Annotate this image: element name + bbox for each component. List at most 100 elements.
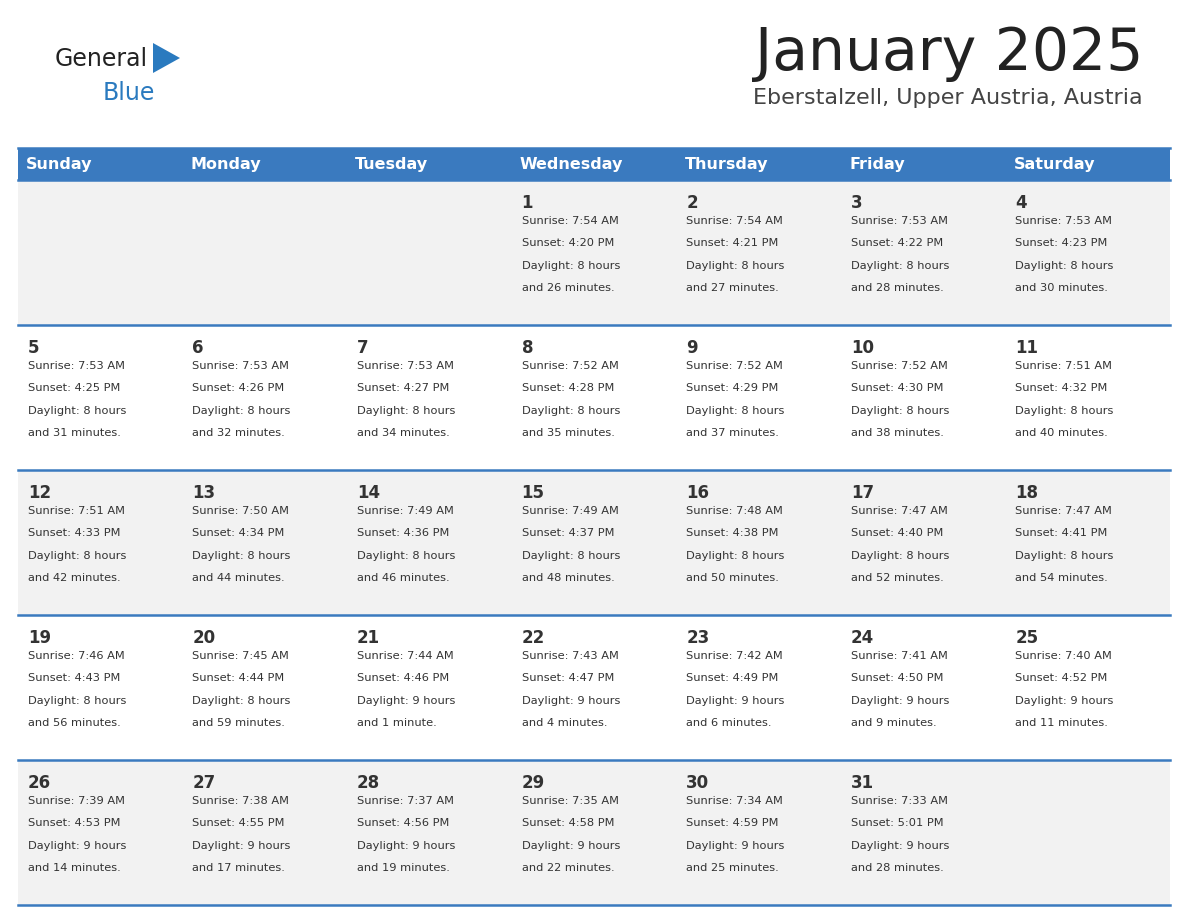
Bar	[18, 148, 183, 180]
Text: and 17 minutes.: and 17 minutes.	[192, 864, 285, 873]
Text: and 40 minutes.: and 40 minutes.	[1016, 429, 1108, 439]
Text: Sunrise: 7:46 AM: Sunrise: 7:46 AM	[27, 651, 125, 661]
Text: Daylight: 9 hours: Daylight: 9 hours	[851, 841, 949, 851]
Bar	[1005, 615, 1170, 760]
Text: and 6 minutes.: and 6 minutes.	[687, 719, 772, 728]
Text: Daylight: 9 hours: Daylight: 9 hours	[687, 696, 784, 706]
Text: Wednesday: Wednesday	[520, 158, 624, 173]
Text: Daylight: 8 hours: Daylight: 8 hours	[1016, 261, 1113, 271]
Text: and 38 minutes.: and 38 minutes.	[851, 429, 943, 439]
Text: Daylight: 8 hours: Daylight: 8 hours	[851, 551, 949, 561]
Bar	[841, 180, 1005, 325]
Text: and 59 minutes.: and 59 minutes.	[192, 719, 285, 728]
Bar	[512, 180, 676, 325]
Text: Daylight: 8 hours: Daylight: 8 hours	[358, 551, 455, 561]
Bar	[347, 615, 512, 760]
Text: 23: 23	[687, 629, 709, 647]
Text: Sunrise: 7:42 AM: Sunrise: 7:42 AM	[687, 651, 783, 661]
Text: Sunset: 4:53 PM: Sunset: 4:53 PM	[27, 819, 120, 828]
Text: 19: 19	[27, 629, 51, 647]
Text: Sunrise: 7:53 AM: Sunrise: 7:53 AM	[358, 361, 454, 371]
Text: Sunrise: 7:49 AM: Sunrise: 7:49 AM	[522, 506, 619, 516]
Text: Daylight: 8 hours: Daylight: 8 hours	[687, 551, 784, 561]
Bar	[347, 760, 512, 905]
Text: 24: 24	[851, 629, 874, 647]
Text: Sunset: 4:47 PM: Sunset: 4:47 PM	[522, 674, 614, 684]
Bar	[183, 760, 347, 905]
Bar	[841, 760, 1005, 905]
Text: Sunset: 4:25 PM: Sunset: 4:25 PM	[27, 384, 120, 394]
Text: Sunset: 4:21 PM: Sunset: 4:21 PM	[687, 239, 778, 249]
Text: Sunrise: 7:50 AM: Sunrise: 7:50 AM	[192, 506, 290, 516]
Text: Sunrise: 7:37 AM: Sunrise: 7:37 AM	[358, 796, 454, 806]
Text: Sunset: 4:28 PM: Sunset: 4:28 PM	[522, 384, 614, 394]
Text: Sunset: 4:52 PM: Sunset: 4:52 PM	[1016, 674, 1107, 684]
Text: and 31 minutes.: and 31 minutes.	[27, 429, 121, 439]
Text: Sunset: 4:30 PM: Sunset: 4:30 PM	[851, 384, 943, 394]
Text: Sunrise: 7:47 AM: Sunrise: 7:47 AM	[851, 506, 948, 516]
Text: and 27 minutes.: and 27 minutes.	[687, 284, 779, 294]
Text: and 32 minutes.: and 32 minutes.	[192, 429, 285, 439]
Text: Sunset: 4:26 PM: Sunset: 4:26 PM	[192, 384, 285, 394]
Text: 14: 14	[358, 484, 380, 502]
Text: Sunrise: 7:53 AM: Sunrise: 7:53 AM	[851, 216, 948, 226]
Text: Sunrise: 7:44 AM: Sunrise: 7:44 AM	[358, 651, 454, 661]
Text: Sunrise: 7:39 AM: Sunrise: 7:39 AM	[27, 796, 125, 806]
Text: Sunset: 4:32 PM: Sunset: 4:32 PM	[1016, 384, 1107, 394]
Bar	[1005, 148, 1170, 180]
Text: 2: 2	[687, 194, 697, 212]
Text: Daylight: 8 hours: Daylight: 8 hours	[27, 696, 126, 706]
Text: 22: 22	[522, 629, 545, 647]
Text: Daylight: 9 hours: Daylight: 9 hours	[687, 841, 784, 851]
Text: 18: 18	[1016, 484, 1038, 502]
Bar	[841, 615, 1005, 760]
Bar	[676, 470, 841, 615]
Bar	[841, 325, 1005, 470]
Bar	[18, 760, 183, 905]
Bar	[841, 148, 1005, 180]
Text: Sunset: 4:29 PM: Sunset: 4:29 PM	[687, 384, 778, 394]
Text: Sunrise: 7:45 AM: Sunrise: 7:45 AM	[192, 651, 290, 661]
Text: and 30 minutes.: and 30 minutes.	[1016, 284, 1108, 294]
Text: and 28 minutes.: and 28 minutes.	[851, 284, 943, 294]
Text: and 44 minutes.: and 44 minutes.	[192, 574, 285, 584]
Text: Sunset: 4:58 PM: Sunset: 4:58 PM	[522, 819, 614, 828]
Text: and 34 minutes.: and 34 minutes.	[358, 429, 450, 439]
Text: Sunrise: 7:41 AM: Sunrise: 7:41 AM	[851, 651, 948, 661]
Text: Sunset: 4:49 PM: Sunset: 4:49 PM	[687, 674, 778, 684]
Text: Sunrise: 7:34 AM: Sunrise: 7:34 AM	[687, 796, 783, 806]
Text: and 25 minutes.: and 25 minutes.	[687, 864, 779, 873]
Text: Tuesday: Tuesday	[355, 158, 429, 173]
Text: Sunday: Sunday	[26, 158, 93, 173]
Text: 31: 31	[851, 774, 874, 792]
Text: Daylight: 9 hours: Daylight: 9 hours	[27, 841, 126, 851]
Text: Sunset: 4:41 PM: Sunset: 4:41 PM	[1016, 529, 1107, 539]
Text: Daylight: 8 hours: Daylight: 8 hours	[358, 406, 455, 416]
Text: and 19 minutes.: and 19 minutes.	[358, 864, 450, 873]
Text: and 42 minutes.: and 42 minutes.	[27, 574, 120, 584]
Text: Sunset: 4:56 PM: Sunset: 4:56 PM	[358, 819, 449, 828]
Text: Sunrise: 7:53 AM: Sunrise: 7:53 AM	[1016, 216, 1112, 226]
Text: Sunset: 4:27 PM: Sunset: 4:27 PM	[358, 384, 449, 394]
Text: Sunrise: 7:54 AM: Sunrise: 7:54 AM	[687, 216, 783, 226]
Text: Sunset: 4:34 PM: Sunset: 4:34 PM	[192, 529, 285, 539]
Text: Daylight: 8 hours: Daylight: 8 hours	[687, 406, 784, 416]
Text: and 54 minutes.: and 54 minutes.	[1016, 574, 1108, 584]
Text: 28: 28	[358, 774, 380, 792]
Text: 21: 21	[358, 629, 380, 647]
Text: and 46 minutes.: and 46 minutes.	[358, 574, 449, 584]
Text: 13: 13	[192, 484, 215, 502]
Text: and 56 minutes.: and 56 minutes.	[27, 719, 121, 728]
Text: Saturday: Saturday	[1013, 158, 1095, 173]
Text: Sunset: 4:37 PM: Sunset: 4:37 PM	[522, 529, 614, 539]
Text: and 50 minutes.: and 50 minutes.	[687, 574, 779, 584]
Text: Sunset: 4:40 PM: Sunset: 4:40 PM	[851, 529, 943, 539]
Text: Daylight: 8 hours: Daylight: 8 hours	[192, 551, 291, 561]
Bar	[347, 148, 512, 180]
Text: 1: 1	[522, 194, 533, 212]
Text: Sunset: 4:22 PM: Sunset: 4:22 PM	[851, 239, 943, 249]
Text: Sunset: 4:59 PM: Sunset: 4:59 PM	[687, 819, 778, 828]
Text: Sunrise: 7:51 AM: Sunrise: 7:51 AM	[1016, 361, 1112, 371]
Text: and 52 minutes.: and 52 minutes.	[851, 574, 943, 584]
Text: Daylight: 8 hours: Daylight: 8 hours	[27, 551, 126, 561]
